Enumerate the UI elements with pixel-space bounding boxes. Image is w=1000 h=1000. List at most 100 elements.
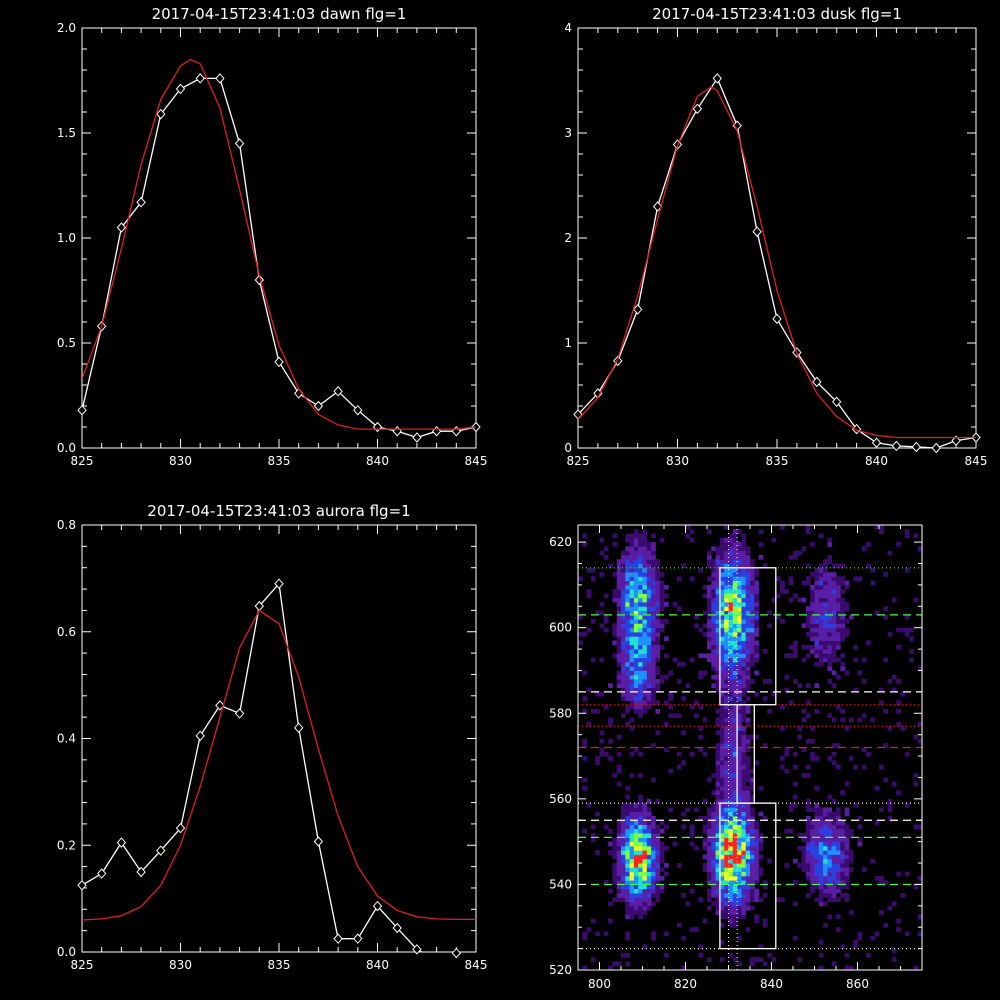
spectrogram-pixel: [638, 751, 643, 757]
aurora-data-point: [353, 933, 363, 944]
spectrogram-pixel: [823, 567, 828, 573]
spectrogram-pixel: [745, 897, 751, 902]
spectrogram-pixel: [836, 897, 841, 902]
spectrogram-pixel: [818, 576, 824, 581]
spectrogram-pixel: [642, 661, 648, 667]
spectrogram-pixel: [655, 666, 661, 671]
spectrogram-pixel: [814, 837, 820, 843]
spectrogram-pixel: [621, 691, 626, 697]
spectrogram-pixel: [750, 644, 755, 650]
spectrogram-pixel: [724, 619, 729, 624]
spectrogram-pixel: [883, 880, 888, 885]
spectrogram-pixel: [741, 640, 747, 646]
spectrogram-pixel: [595, 811, 600, 817]
spectrogram-pixel: [750, 957, 755, 962]
spectrogram-pixel: [814, 756, 820, 761]
dusk-data-point: [712, 73, 722, 84]
spectrogram-pixel: [737, 623, 742, 629]
spectrogram-pixel: [638, 794, 643, 800]
spectrogram-pixel: [887, 726, 893, 731]
spectrogram-pixel: [625, 696, 630, 701]
spectrogram-pixel: [638, 897, 643, 902]
spectrogram-pixel: [711, 901, 716, 907]
spectrogram-pixel: [818, 567, 824, 573]
spectrogram-pixel: [732, 610, 738, 616]
spectrogram-pixel: [646, 661, 652, 667]
spectrogram-pixel: [797, 957, 802, 962]
spectrogram-pixel: [823, 854, 828, 860]
spectrogram-pixel: [805, 764, 811, 770]
spectrogram-pixel: [728, 777, 734, 783]
spectrogram-pixel: [707, 824, 712, 830]
spectrogram-pixel: [719, 563, 725, 569]
spectrogram-pixel: [728, 563, 734, 569]
spectrogram-pixel: [732, 627, 738, 633]
spectrogram-pixel: [750, 679, 755, 684]
spectrogram-pixel: [780, 525, 785, 530]
spectrogram-pixel: [715, 743, 721, 748]
spectrogram-pixel: [719, 768, 725, 774]
spectrogram-pixel: [844, 871, 850, 877]
spectrogram-pixel: [659, 888, 665, 894]
spectrogram-pixel: [702, 653, 708, 659]
spectrogram-pixel: [711, 623, 716, 629]
spectrogram-pixel: [818, 644, 824, 650]
spectrogram-pixel: [745, 790, 751, 795]
spectrogram-pixel: [805, 828, 811, 834]
spectrogram-pixel: [737, 773, 742, 778]
spectrogram-pixel: [831, 863, 837, 868]
spectrogram-pixel: [814, 858, 820, 864]
spectrogram-pixel: [724, 525, 729, 530]
spectrogram-pixel: [745, 764, 751, 770]
spectrogram-pixel: [616, 640, 622, 646]
spectrogram-pixel: [715, 811, 721, 817]
spectrogram-pixel: [724, 546, 729, 552]
spectrogram-pixel: [762, 880, 768, 885]
spectrogram-pixel: [616, 880, 622, 885]
spectrogram-pixel: [655, 730, 661, 736]
spectrogram-pixel: [814, 897, 820, 902]
spectrogram-pixel: [642, 584, 648, 590]
spectrogram-pixel: [741, 619, 747, 624]
spectrogram-pixel: [728, 918, 734, 924]
spectrogram-pixel: [646, 657, 652, 663]
spectrogram-pixel: [711, 589, 716, 594]
spectrogram-pixel: [750, 828, 755, 834]
spectrogram-pixel: [711, 841, 716, 847]
spectrogram-pixel: [719, 704, 725, 710]
spectrogram-pixel: [750, 816, 755, 821]
spectrogram-pixel: [621, 572, 626, 577]
spectrogram-pixel: [741, 576, 747, 581]
spectrogram-pixel: [719, 786, 725, 791]
spectrogram-pixel: [715, 632, 721, 637]
dawn-fit-curve: [82, 58, 476, 430]
spectrogram-pixel: [590, 709, 596, 714]
spectrogram-pixel: [715, 614, 721, 620]
spectrogram-pixel: [719, 687, 725, 693]
spectrogram-pixel: [603, 619, 609, 624]
spectrogram-pixel: [732, 696, 738, 701]
spectrogram-pixel: [707, 777, 712, 783]
spectrogram-pixel: [707, 867, 712, 872]
spectrogram-pixel: [840, 845, 845, 851]
spectrogram-pixel: [737, 721, 742, 727]
spectrogram-pixel: [625, 576, 630, 581]
spectrogram-pixel: [818, 619, 824, 624]
spectrogram-pixel: [745, 884, 751, 890]
spectrogram-pixel: [724, 572, 729, 577]
aurora-x-tick-label: 835: [268, 958, 291, 972]
spectrogram-pixel: [724, 683, 729, 688]
spectrogram-pixel: [638, 602, 643, 607]
spectrogram-pixel: [900, 726, 906, 731]
spectrogram-pixel: [719, 691, 725, 697]
spectrogram-pixel: [590, 824, 596, 830]
spectrogram-pixel: [750, 580, 755, 586]
spectrogram-pixel: [616, 580, 622, 586]
spectrogram-pixel: [719, 670, 725, 676]
spectrogram-pixel: [629, 875, 635, 881]
spectrogram-pixel: [633, 589, 639, 594]
spectrogram-pixel: [638, 914, 643, 920]
spectrogram-pixel: [719, 721, 725, 727]
spectrogram-pixel: [612, 837, 618, 843]
spectrogram-pixel: [633, 867, 639, 872]
